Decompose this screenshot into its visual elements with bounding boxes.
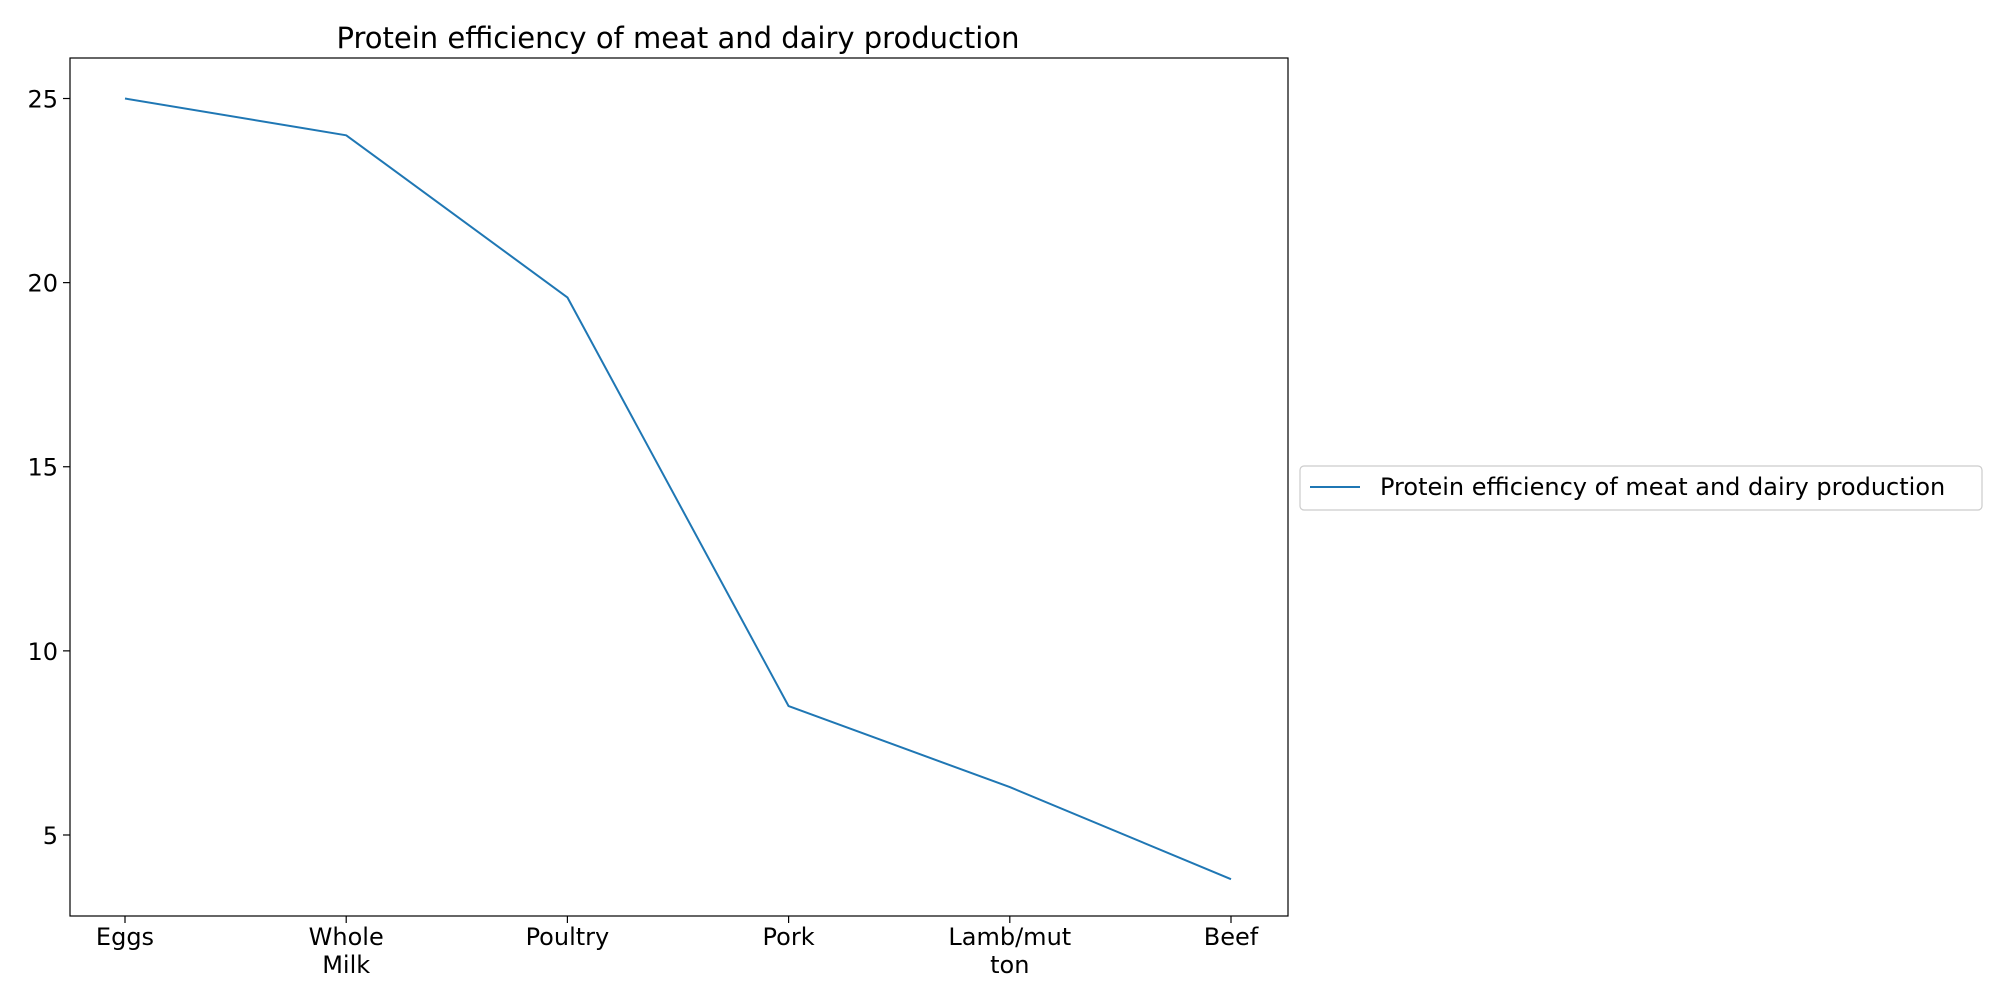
x-tick-label: Pork xyxy=(763,923,815,951)
series-line xyxy=(124,97,1232,881)
y-tick-label: 25 xyxy=(27,86,58,114)
x-tick-label: Eggs xyxy=(96,923,154,951)
x-tick-label: Beef xyxy=(1204,923,1259,951)
y-tick-label: 10 xyxy=(27,638,58,666)
plot-area xyxy=(69,57,1289,917)
legend-box xyxy=(1299,465,1983,511)
y-tick-label: 5 xyxy=(43,822,58,850)
x-axis: Eggs Whole Milk Poultry Pork Lamb/mut ton Beef xyxy=(96,916,1259,979)
chart-title: Protein efficiency of meat and dairy pro… xyxy=(337,21,1020,55)
x-tick-label: Lamb/mut ton xyxy=(948,923,1071,979)
legend: Protein efficiency of meat and dairy pro… xyxy=(1299,465,1983,511)
x-tick-label: Poultry xyxy=(526,923,610,951)
y-tick-label: 15 xyxy=(27,454,58,482)
y-axis: 5 10 15 20 25 xyxy=(27,86,70,850)
legend-label: Protein efficiency of meat and dairy pro… xyxy=(1380,473,1945,501)
x-tick-label: Whole Milk xyxy=(309,923,384,979)
y-tick-label: 20 xyxy=(27,270,58,298)
series-layer xyxy=(124,97,1232,881)
